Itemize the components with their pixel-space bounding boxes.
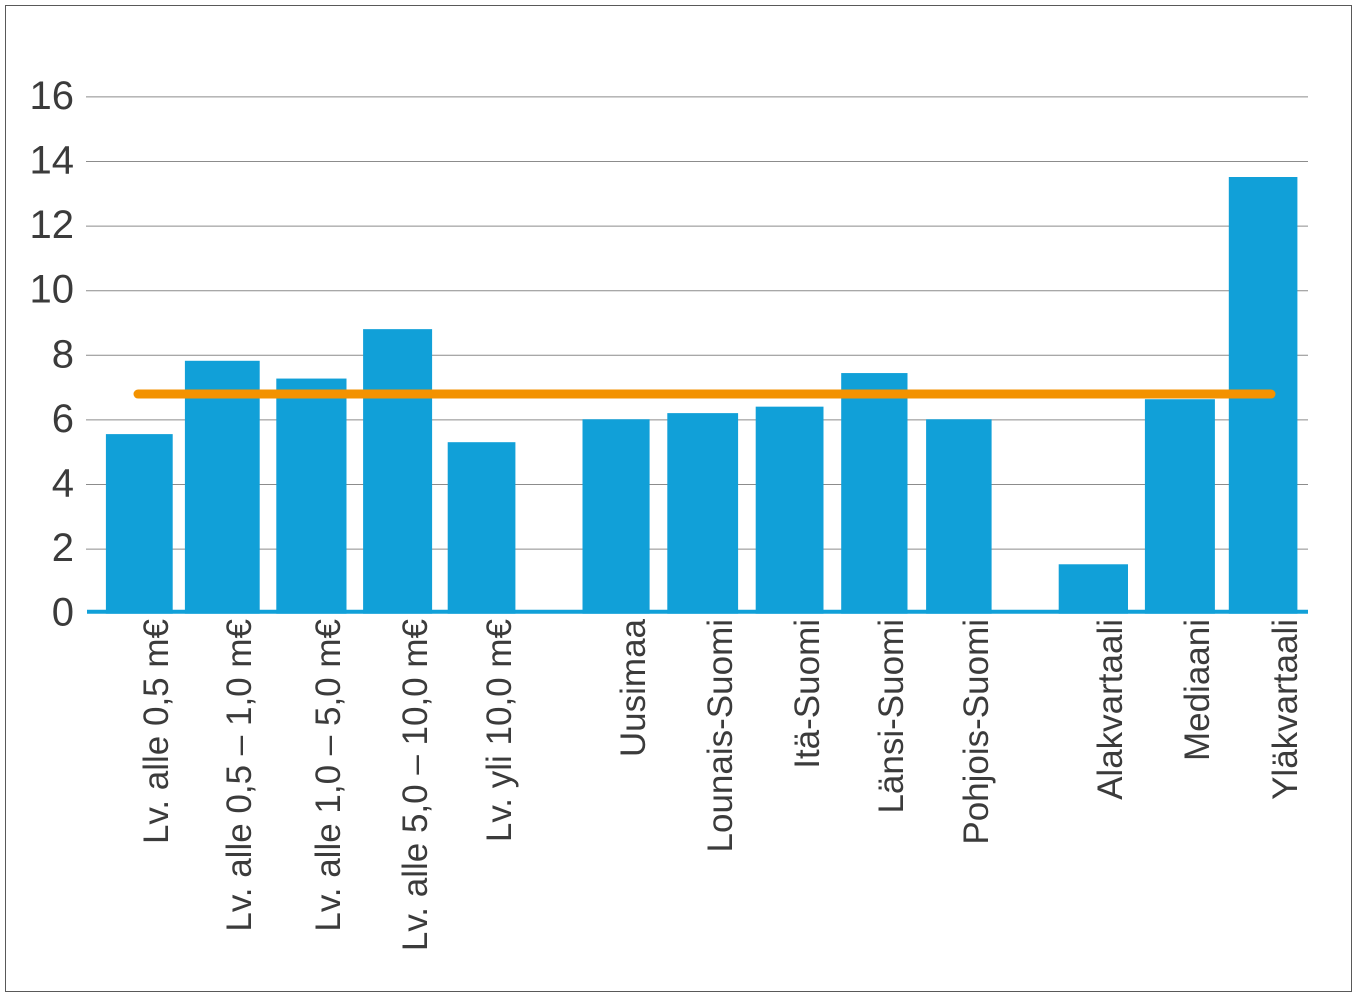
svg-text:4: 4 [52, 461, 74, 505]
svg-text:2: 2 [52, 526, 74, 570]
svg-text:16: 16 [30, 74, 75, 118]
svg-text:0: 0 [52, 591, 74, 635]
svg-text:6: 6 [52, 397, 74, 441]
svg-text:10: 10 [30, 268, 75, 312]
svg-text:12: 12 [30, 203, 75, 247]
svg-text:8: 8 [52, 332, 74, 376]
svg-text:14: 14 [30, 138, 75, 182]
